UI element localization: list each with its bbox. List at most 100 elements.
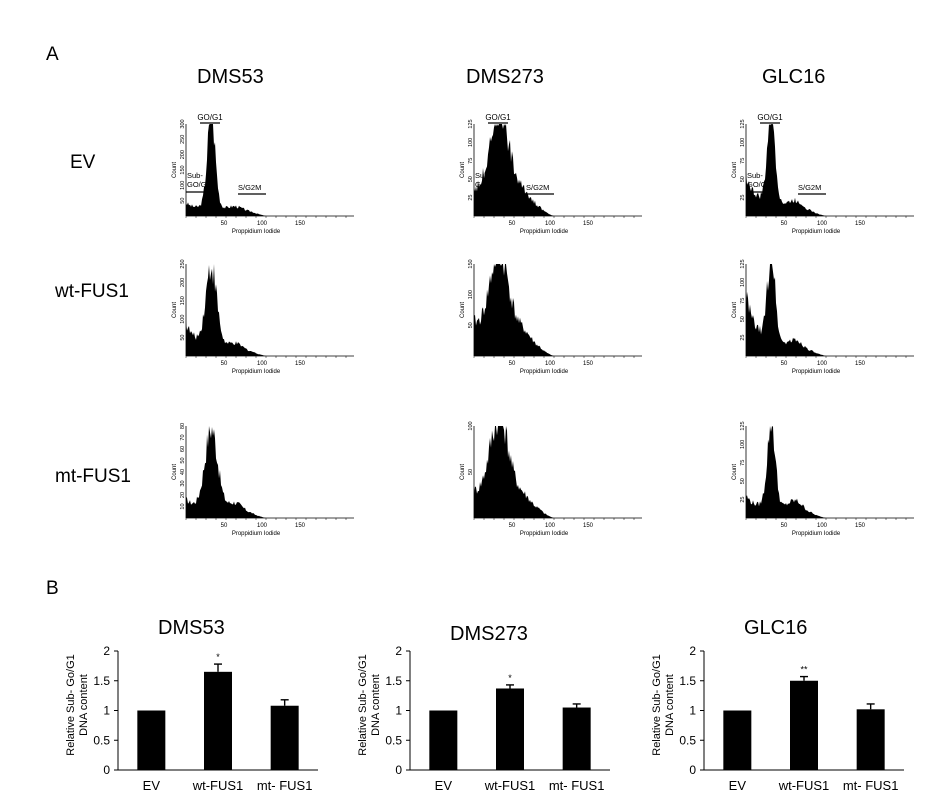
row-label-ev: EV <box>70 152 96 173</box>
histogram-xlabel: Proppidium Iodide <box>520 531 569 537</box>
bar-chart-ytick-label: 2 <box>395 644 402 658</box>
histogram-ytick: 10 <box>180 503 186 509</box>
histogram-xlabel: Proppidium Iodide <box>792 229 841 235</box>
histogram-ytick: 100 <box>740 278 746 287</box>
bar-category-label: mt- FUS1 <box>843 778 899 793</box>
panel-a-letter: A <box>46 44 59 65</box>
bar-chart-ytick-label: 1 <box>689 704 696 718</box>
histogram-xtick-label: 100 <box>545 523 556 529</box>
histogram-xtick-label: 50 <box>221 361 228 367</box>
bar-chart-ytick-label: 0.5 <box>93 733 110 747</box>
histogram-xtick-label: 100 <box>257 221 268 227</box>
histogram-xlabel: Proppidium Iodide <box>792 531 841 537</box>
column-title-glc16: GLC16 <box>762 66 826 88</box>
histogram-ytick: 50 <box>740 316 746 322</box>
histogram-xtick-label: 100 <box>545 221 556 227</box>
column-title-dms53: DMS53 <box>197 66 264 88</box>
histogram-ylabel: Count <box>460 302 466 318</box>
bar-category-label: mt- FUS1 <box>257 778 313 793</box>
histogram-ytick: 20 <box>180 492 186 498</box>
histogram-xlabel: Proppidium Iodide <box>792 369 841 375</box>
annotation-sub-g0g1: Sub- <box>187 171 203 180</box>
histogram-dms273-mt-fus1: Count 50 100 50 100 150 Proppidium Iodide <box>460 420 650 540</box>
annotation-sg2m: S/G2M <box>238 183 261 192</box>
histogram-profile <box>746 124 856 216</box>
histogram-xtick-label: 100 <box>817 221 828 227</box>
histogram-ylabel: Count <box>732 302 738 318</box>
histogram-ytick: 50 <box>180 457 186 463</box>
annotation-g0g1: GO/G1 <box>757 113 783 122</box>
annotation-sub-g0g1: GO/G1 <box>187 180 211 189</box>
histogram-xtick-label: 100 <box>257 361 268 367</box>
histogram-xtick-label: 150 <box>855 361 866 367</box>
annotation-sg2m: S/G2M <box>798 183 821 192</box>
histogram-dms53-wt-fus1: Count 50 100 150 200 250 50 100 150 Proppidium Io… <box>172 258 362 378</box>
bar-ev <box>137 710 166 770</box>
histogram-dms273-ev: Count 25 50 75 100 125 50 100 150 Proppidium Iodi… <box>460 113 650 238</box>
histogram-ytick: 125 <box>468 119 474 128</box>
histogram-xtick-label: 150 <box>583 361 594 367</box>
annotation-sub-g0g1: GO/G1 <box>475 180 499 189</box>
histogram-xlabel: Proppidium Iodide <box>232 369 281 375</box>
bar-category-label: EV <box>435 778 453 793</box>
histogram-glc16-wt-fus1: Count 25 50 75 100 125 50 100 150 Proppidium Iodi… <box>732 258 922 378</box>
histogram-xtick-label: 150 <box>583 523 594 529</box>
histogram-ytick: 125 <box>740 421 746 430</box>
row-label-wt-fus1: wt-FUS1 <box>55 281 129 302</box>
bar-mt-fus1 <box>856 709 885 770</box>
histogram-ytick: 75 <box>740 460 746 466</box>
histogram-xlabel: Proppidium Iodide <box>232 531 281 537</box>
histogram-ytick: 80 <box>180 423 186 429</box>
histogram-ytick: 100 <box>180 315 186 324</box>
bar-category-label: mt- FUS1 <box>549 778 605 793</box>
bar-chart-ytick-label: 1.5 <box>93 674 110 688</box>
bar-wt-fus1 <box>496 688 524 770</box>
bar-chart-ytick-label: 1 <box>103 704 110 718</box>
histogram-xlabel: Proppidium Iodide <box>520 369 569 375</box>
bar-chart-ytick-label: 0 <box>103 763 110 777</box>
bar-category-label: wt-FUS1 <box>778 778 830 793</box>
histogram-xtick-label: 50 <box>509 221 516 227</box>
bar-chart-title: GLC16 <box>744 617 808 639</box>
histogram-ytick: 70 <box>180 434 186 440</box>
histogram-dms273-wt-fus1: Count 50 100 150 50 100 150 Proppidium Iodide <box>460 258 650 378</box>
histogram-profile <box>186 264 296 356</box>
bar-ev <box>429 710 458 770</box>
histogram-ytick: 25 <box>468 195 474 201</box>
histogram-ylabel: Count <box>460 162 466 178</box>
histogram-dms53-ev: Count 50 100 150 200 250 300 50 100 150 Proppidium… <box>172 113 362 238</box>
histogram-ytick: 300 <box>180 119 186 128</box>
histogram-ytick: 50 <box>468 176 474 182</box>
row-label-mt-fus1: mt-FUS1 <box>55 466 131 487</box>
histogram-xtick-label: 150 <box>855 221 866 227</box>
histogram-ytick: 100 <box>740 138 746 147</box>
bar-chart-title: DMS53 <box>158 617 225 639</box>
bar-chart-ytick-label: 0 <box>395 763 402 777</box>
histogram-ytick: 30 <box>180 480 186 486</box>
histogram-ytick: 50 <box>468 322 474 328</box>
bar-mt-fus1 <box>562 707 591 770</box>
histogram-ylabel: Count <box>172 302 178 318</box>
histogram-ytick: 125 <box>740 259 746 268</box>
bar-category-label: wt-FUS1 <box>192 778 244 793</box>
histogram-ytick: 50 <box>468 469 474 475</box>
histogram-xtick-label: 150 <box>855 523 866 529</box>
histogram-xtick-label: 50 <box>221 221 228 227</box>
histogram-ytick: 100 <box>180 181 186 190</box>
significance-marker: ** <box>800 665 808 675</box>
bar-wt-fus1 <box>204 671 232 770</box>
histogram-ytick: 25 <box>740 195 746 201</box>
bar-chart-ytick-label: 2 <box>689 644 696 658</box>
histogram-profile <box>474 124 584 216</box>
annotation-sub-g0g1: GO/G1 <box>747 180 771 189</box>
histogram-ytick: 150 <box>468 259 474 268</box>
bar-chart-ytick-label: 0 <box>689 763 696 777</box>
bar-wt-fus1 <box>790 680 818 770</box>
bar-chart-ytick-label: 1.5 <box>679 674 696 688</box>
histogram-ytick: 250 <box>180 135 186 144</box>
bar-chart-title: DMS273 <box>450 623 528 645</box>
histogram-ylabel: Count <box>172 464 178 480</box>
panel-b-letter: B <box>46 578 59 599</box>
